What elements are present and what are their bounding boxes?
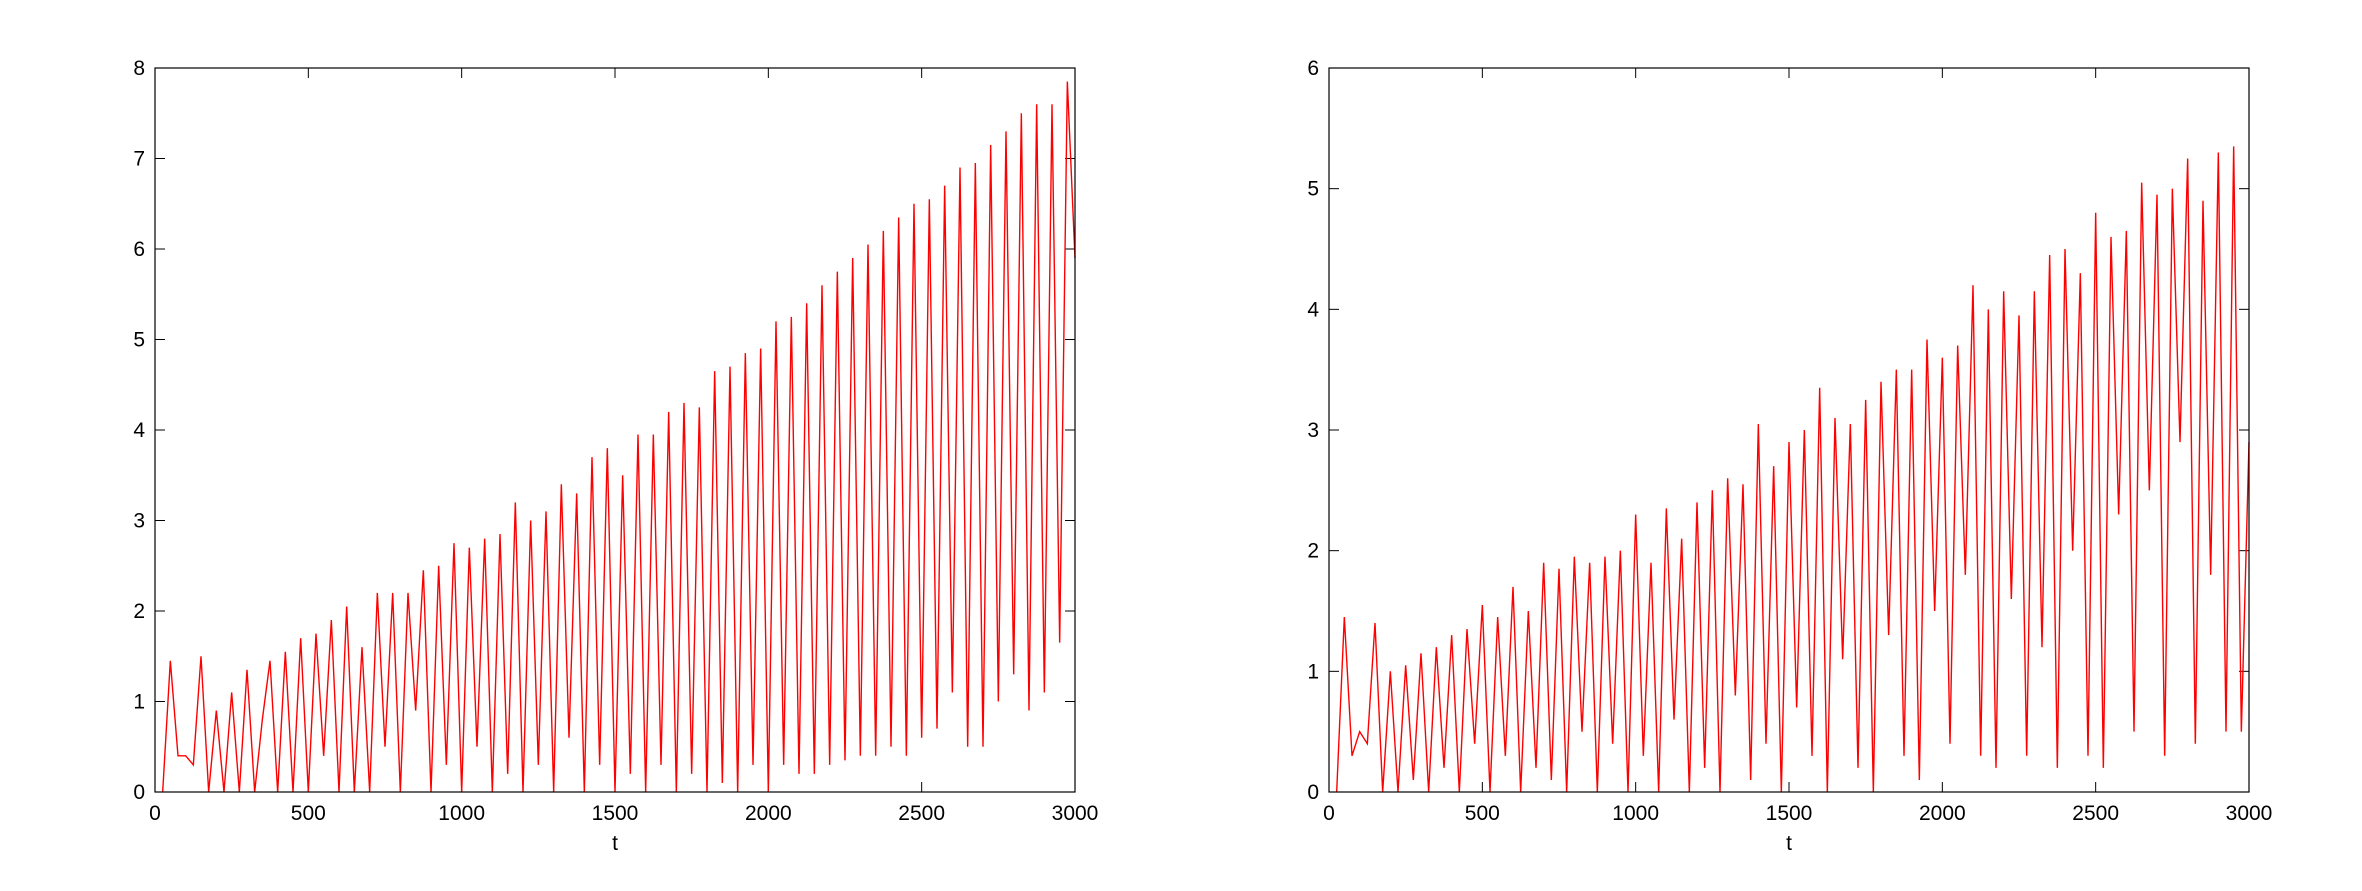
y-tick-label: 3 [1307, 419, 1319, 442]
x-tick-label: 3000 [1052, 802, 1099, 825]
x-tick-label: 0 [1323, 802, 1335, 825]
y-tick-label: 2 [1307, 540, 1319, 563]
y-tick-label: 5 [133, 329, 145, 352]
y-tick-label: 0 [133, 781, 145, 804]
y-tick-label: 0 [1307, 781, 1319, 804]
x-tick-label: 1000 [438, 802, 485, 825]
y-tick-label: 4 [133, 419, 145, 442]
axes-box [154, 67, 1076, 793]
x-tick-label: 2000 [745, 802, 792, 825]
y-tick-label: 2 [133, 600, 145, 623]
y-tick-label: 3 [133, 510, 145, 533]
data-line [161, 81, 1076, 793]
x-tick-label: 2500 [898, 802, 945, 825]
x-tick-label: 2500 [2072, 802, 2119, 825]
x-tick-label: 1000 [1612, 802, 1659, 825]
y-tick-label: 7 [133, 148, 145, 171]
x-tick-label: 2000 [1919, 802, 1966, 825]
y-tick-label: 1 [1307, 660, 1319, 683]
x-axis-label: t [1786, 832, 1792, 855]
x-tick-label: 3000 [2226, 802, 2273, 825]
x-tick-label: 500 [1465, 802, 1500, 825]
x-tick-label: 500 [291, 802, 326, 825]
y-tick-label: 8 [133, 57, 145, 80]
x-axis-label: t [612, 832, 618, 855]
y-tick-label: 5 [1307, 178, 1319, 201]
data-line [1335, 146, 2250, 793]
axes-box [1328, 67, 2250, 793]
y-tick-label: 1 [133, 691, 145, 714]
y-tick-label: 6 [1307, 57, 1319, 80]
x-tick-label: 1500 [1766, 802, 1813, 825]
y-tick-label: 6 [133, 238, 145, 261]
x-tick-label: 0 [149, 802, 161, 825]
x-tick-label: 1500 [592, 802, 639, 825]
y-tick-label: 4 [1307, 298, 1319, 321]
